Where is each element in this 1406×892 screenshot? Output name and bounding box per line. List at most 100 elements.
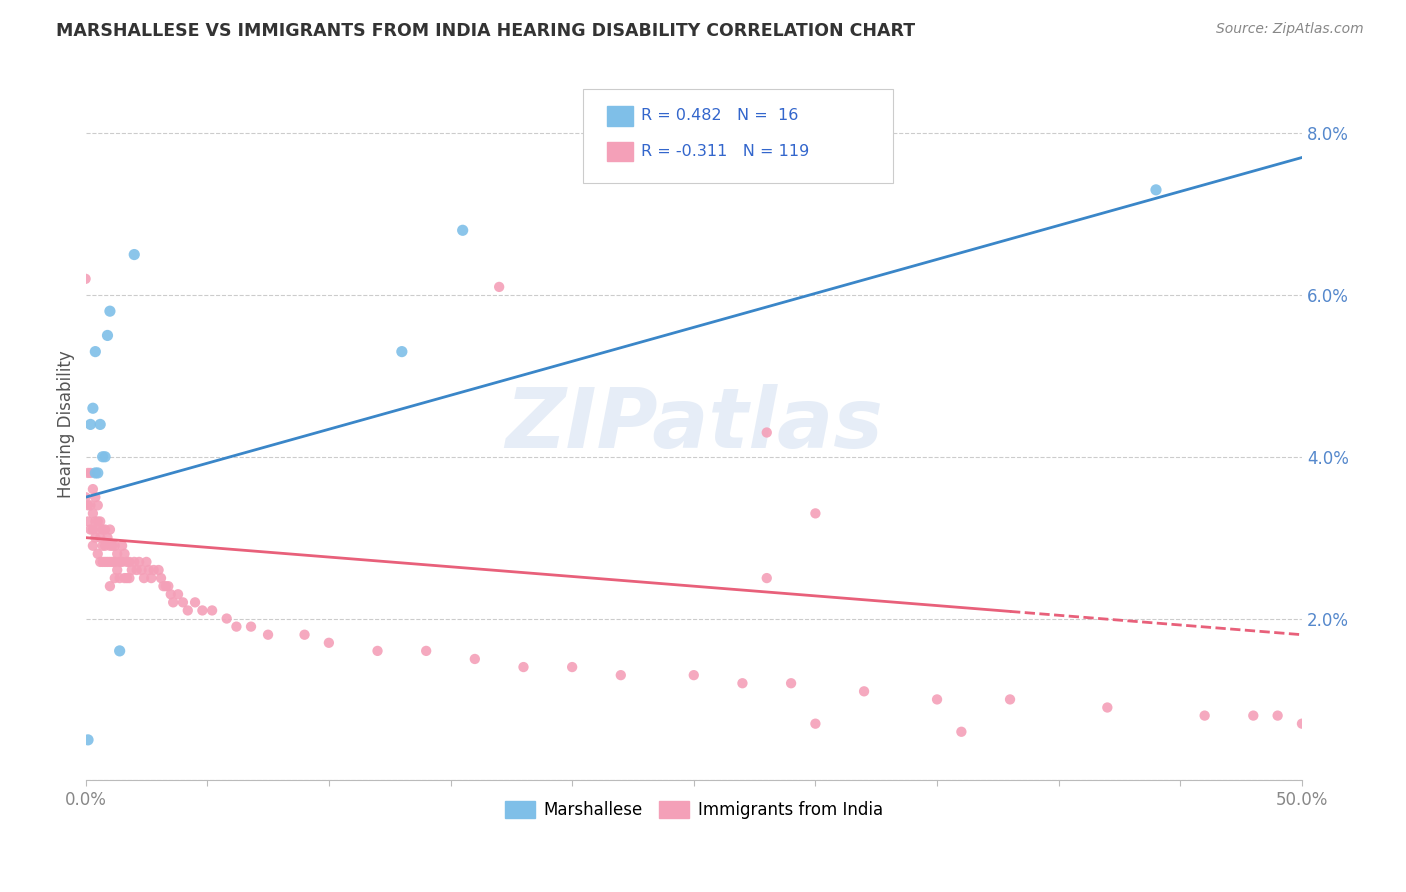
Point <box>75 272 97 286</box>
Point <box>122 555 145 569</box>
Point <box>682 668 704 682</box>
Point <box>159 587 181 601</box>
Point <box>104 555 127 569</box>
Point <box>367 644 389 658</box>
Text: R = 0.482   N =  16: R = 0.482 N = 16 <box>641 109 799 123</box>
Point <box>998 692 1021 706</box>
Point <box>125 563 148 577</box>
Point <box>84 466 107 480</box>
Point <box>84 531 107 545</box>
Point <box>82 539 104 553</box>
Point <box>89 417 111 432</box>
Point <box>105 563 128 577</box>
Point <box>79 466 101 480</box>
Point <box>91 450 114 464</box>
Point <box>84 344 107 359</box>
Point <box>177 603 200 617</box>
Point <box>114 547 136 561</box>
Point <box>415 644 437 658</box>
Point <box>257 628 280 642</box>
Point <box>215 611 238 625</box>
Point <box>853 684 876 698</box>
Point <box>1194 708 1216 723</box>
Point <box>925 692 948 706</box>
Point <box>77 515 100 529</box>
Point <box>79 523 101 537</box>
Point <box>108 555 131 569</box>
Point <box>98 555 121 569</box>
Point <box>77 498 100 512</box>
Point <box>184 595 207 609</box>
Point <box>111 539 134 553</box>
Point <box>172 595 194 609</box>
Point <box>115 571 138 585</box>
Point <box>294 628 316 642</box>
Point <box>101 555 124 569</box>
Point <box>1291 716 1313 731</box>
Point <box>96 531 118 545</box>
Point <box>118 571 141 585</box>
Point <box>950 724 973 739</box>
Point <box>89 515 111 529</box>
Point <box>94 555 117 569</box>
Point <box>201 603 224 617</box>
Point <box>108 571 131 585</box>
Point <box>108 644 131 658</box>
Point <box>142 563 165 577</box>
Point <box>94 539 117 553</box>
Point <box>84 490 107 504</box>
Point <box>94 523 117 537</box>
Point <box>755 425 778 440</box>
Y-axis label: Hearing Disability: Hearing Disability <box>58 351 75 499</box>
Point <box>755 571 778 585</box>
Point <box>162 595 184 609</box>
Point <box>115 555 138 569</box>
Point <box>561 660 583 674</box>
Point <box>141 571 163 585</box>
Point <box>82 401 104 416</box>
Point <box>114 571 136 585</box>
Point <box>464 652 486 666</box>
Point <box>122 247 145 261</box>
Point <box>150 571 173 585</box>
Point <box>138 563 160 577</box>
Point <box>87 466 110 480</box>
Point <box>77 466 100 480</box>
Point <box>96 555 118 569</box>
Legend: Marshallese, Immigrants from India: Marshallese, Immigrants from India <box>498 794 890 825</box>
Point <box>87 523 110 537</box>
Point <box>1144 183 1167 197</box>
Point <box>89 555 111 569</box>
Point <box>610 668 633 682</box>
Point <box>240 619 263 633</box>
Point <box>77 732 100 747</box>
Point <box>225 619 247 633</box>
Point <box>451 223 474 237</box>
Point <box>98 523 121 537</box>
Point <box>155 579 177 593</box>
Point <box>104 539 127 553</box>
Point <box>131 563 153 577</box>
Point <box>111 555 134 569</box>
Point <box>82 523 104 537</box>
Point <box>79 498 101 512</box>
Point <box>780 676 803 690</box>
Point <box>94 450 117 464</box>
Point <box>84 515 107 529</box>
Point <box>79 417 101 432</box>
Text: R = -0.311   N = 119: R = -0.311 N = 119 <box>641 145 810 159</box>
Point <box>157 579 180 593</box>
Point <box>167 587 190 601</box>
Point <box>89 531 111 545</box>
Point <box>318 636 340 650</box>
Point <box>132 571 155 585</box>
Point <box>121 563 143 577</box>
Point <box>82 507 104 521</box>
Point <box>1241 708 1264 723</box>
Point <box>91 539 114 553</box>
Point <box>75 490 97 504</box>
Point <box>804 507 827 521</box>
Point <box>98 304 121 318</box>
Text: ZIPatlas: ZIPatlas <box>505 384 883 465</box>
Point <box>731 676 754 690</box>
